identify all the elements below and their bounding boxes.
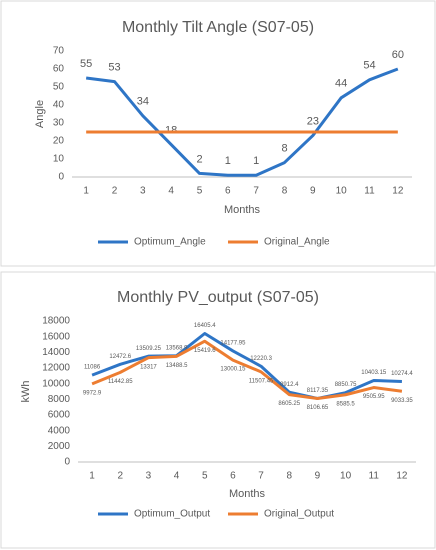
- y-tick-label: 10000: [42, 378, 70, 389]
- x-tick-label: 8: [282, 186, 288, 197]
- y-tick-label: 0: [58, 172, 64, 183]
- data-label: 2: [196, 153, 202, 165]
- data-label: 13317: [140, 364, 157, 370]
- x-tick-label: 7: [258, 471, 264, 482]
- series-line: [91, 339, 403, 400]
- x-tick-label: 2: [112, 186, 118, 197]
- chart-frame: [0, 271, 436, 549]
- x-tick-label: 2: [117, 471, 123, 482]
- data-label: 13488.5: [166, 363, 188, 369]
- y-tick-label: 0: [64, 457, 70, 468]
- legend-label: Original_Angle: [264, 237, 330, 248]
- data-label: 1: [225, 155, 231, 167]
- x-tick-label: 1: [89, 471, 95, 482]
- data-label: 12472.6: [109, 354, 131, 360]
- data-label: 53: [108, 62, 120, 74]
- series-line: [91, 331, 402, 400]
- y-tick-label: 10: [53, 154, 65, 165]
- chart-title: Monthly PV_output (S07-05): [117, 289, 319, 306]
- series-line: [85, 67, 399, 177]
- data-label: 13568.9: [166, 345, 188, 351]
- chart-frame: [0, 0, 436, 267]
- data-label: 11507.45: [249, 378, 274, 384]
- data-label: 23: [307, 116, 319, 128]
- x-tick-label: 5: [202, 471, 208, 482]
- x-tick-label: 11: [369, 471, 380, 482]
- legend-label: Optimum_Output: [134, 509, 210, 520]
- data-label: 8585.5: [336, 401, 355, 407]
- y-tick-label: 70: [53, 46, 65, 57]
- y-tick-label: 8000: [48, 394, 71, 405]
- y-tick-label: 12000: [42, 363, 70, 374]
- data-label: 60: [392, 49, 404, 61]
- y-tick-label: 4000: [48, 425, 71, 436]
- x-tick-label: 12: [396, 471, 408, 482]
- x-tick-label: 9: [315, 471, 321, 482]
- data-label: 34: [137, 96, 149, 108]
- data-label: 54: [363, 60, 375, 72]
- data-label: 1: [253, 155, 259, 167]
- data-label: 12220.3: [250, 356, 272, 362]
- legend-label: Optimum_Angle: [134, 237, 206, 248]
- legend-label: Original_Output: [264, 509, 334, 520]
- data-label: 10274.4: [391, 371, 413, 377]
- y-tick-label: 30: [53, 118, 65, 129]
- data-label: 8912.4: [280, 382, 299, 388]
- x-tick-label: 3: [140, 186, 146, 197]
- y-tick-label: 20: [53, 136, 65, 147]
- data-label: 8850.75: [335, 382, 357, 388]
- y-axis-title: kWh: [20, 381, 32, 403]
- data-label: 11442.85: [108, 379, 133, 385]
- x-tick-label: 1: [83, 186, 89, 197]
- x-tick-label: 6: [225, 186, 231, 197]
- x-tick-label: 12: [392, 186, 404, 197]
- data-label: 8: [281, 143, 287, 155]
- y-tick-label: 6000: [48, 410, 71, 421]
- data-label: 13000.15: [220, 367, 246, 373]
- x-tick-label: 5: [197, 186, 203, 197]
- y-tick-label: 50: [53, 82, 65, 93]
- x-tick-label: 4: [168, 186, 174, 197]
- x-tick-label: 3: [146, 471, 152, 482]
- x-tick-label: 6: [230, 471, 236, 482]
- data-label: 14177.95: [220, 341, 246, 347]
- data-label: 9033.35: [391, 398, 413, 404]
- chart-title: Monthly Tilt Angle (S07-05): [122, 19, 314, 36]
- x-axis-title: Months: [229, 488, 266, 500]
- data-label: 10403.15: [361, 370, 387, 376]
- x-tick-label: 4: [174, 471, 180, 482]
- x-tick-label: 10: [336, 186, 348, 197]
- data-label: 55: [80, 58, 92, 70]
- data-label: 15419.6: [194, 348, 216, 354]
- data-label: 8106.65: [307, 405, 329, 411]
- data-label: 9972.9: [83, 390, 102, 396]
- x-tick-label: 10: [340, 471, 352, 482]
- x-tick-label: 7: [253, 186, 259, 197]
- y-tick-label: 2000: [48, 441, 71, 452]
- y-tick-label: 16000: [42, 331, 70, 342]
- data-label: 13509.25: [136, 346, 162, 352]
- x-tick-label: 11: [364, 186, 375, 197]
- x-tick-label: 9: [310, 186, 316, 197]
- data-label: 9505.95: [363, 394, 385, 400]
- data-label: 44: [335, 78, 347, 90]
- data-label: 8605.25: [278, 401, 300, 407]
- data-label: 8117.35: [307, 388, 329, 394]
- y-tick-label: 14000: [42, 347, 70, 358]
- data-label: 11086: [84, 365, 101, 371]
- y-tick-label: 40: [53, 100, 65, 111]
- y-tick-label: 18000: [42, 316, 70, 327]
- y-tick-label: 60: [53, 64, 65, 75]
- x-tick-label: 8: [286, 471, 292, 482]
- data-label: 16405.4: [194, 323, 216, 329]
- y-axis-title: Angle: [34, 100, 46, 128]
- x-axis-title: Months: [224, 204, 261, 216]
